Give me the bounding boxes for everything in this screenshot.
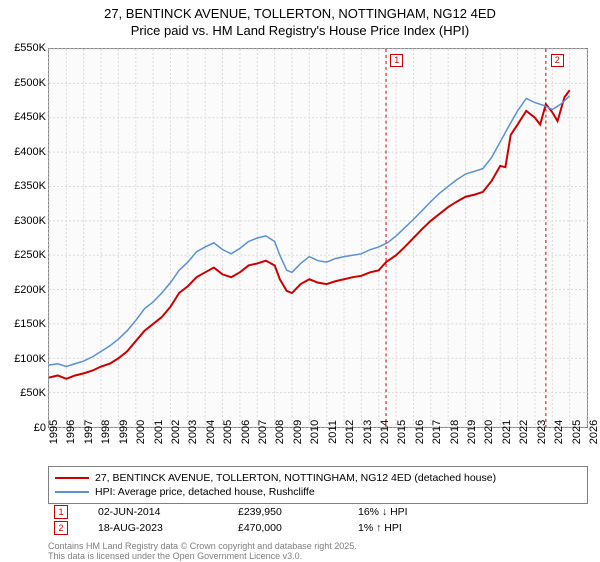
x-tick-label: 2003 <box>187 420 199 444</box>
y-tick-label: £350K <box>14 180 46 192</box>
x-tick-label: 2008 <box>274 420 286 444</box>
x-tick-label: 2020 <box>483 420 495 444</box>
x-tick-label: 2001 <box>153 420 165 444</box>
x-tick-label: 2017 <box>431 420 443 444</box>
x-tick-label: 2005 <box>222 420 234 444</box>
y-tick-label: £250K <box>14 249 46 261</box>
chart-svg <box>49 49 587 427</box>
footer-text: Contains HM Land Registry data © Crown c… <box>48 542 357 562</box>
x-tick-label: 2002 <box>170 420 182 444</box>
x-tick-label: 2015 <box>396 420 408 444</box>
x-tick-label: 2013 <box>362 420 374 444</box>
y-tick-label: £300K <box>14 215 46 227</box>
chart-marker: 1 <box>390 54 403 67</box>
x-tick-label: 2006 <box>240 420 252 444</box>
chart-title: 27, BENTINCK AVENUE, TOLLERTON, NOTTINGH… <box>0 0 600 40</box>
title-line-2: Price paid vs. HM Land Registry's House … <box>0 23 600 40</box>
x-tick-label: 1999 <box>118 420 130 444</box>
chart-marker: 2 <box>551 54 564 67</box>
x-tick-label: 2014 <box>379 420 391 444</box>
y-tick-label: £0 <box>34 422 46 434</box>
legend-swatch <box>55 491 89 493</box>
x-tick-label: 2021 <box>501 420 513 444</box>
y-tick-label: £500K <box>14 77 46 89</box>
marker-price: £239,950 <box>238 506 328 518</box>
legend: 27, BENTINCK AVENUE, TOLLERTON, NOTTINGH… <box>48 466 588 504</box>
legend-row: HPI: Average price, detached house, Rush… <box>55 485 581 499</box>
x-tick-label: 1997 <box>83 420 95 444</box>
x-tick-label: 2009 <box>292 420 304 444</box>
x-tick-label: 2012 <box>344 420 356 444</box>
x-tick-label: 2011 <box>327 420 339 444</box>
x-tick-label: 2023 <box>536 420 548 444</box>
x-tick-label: 2025 <box>571 420 583 444</box>
legend-label: HPI: Average price, detached house, Rush… <box>95 486 315 498</box>
marker-delta: 1% ↑ HPI <box>358 522 402 534</box>
x-tick-label: 2004 <box>205 420 217 444</box>
marker-date: 18-AUG-2023 <box>98 522 208 534</box>
y-tick-label: £50K <box>20 387 46 399</box>
x-tick-label: 2022 <box>518 420 530 444</box>
legend-label: 27, BENTINCK AVENUE, TOLLERTON, NOTTINGH… <box>95 472 496 484</box>
x-tick-label: 2010 <box>309 420 321 444</box>
legend-row: 27, BENTINCK AVENUE, TOLLERTON, NOTTINGH… <box>55 471 581 485</box>
x-tick-label: 2016 <box>414 420 426 444</box>
marker-table: 1 02-JUN-2014 £239,950 16% ↓ HPI 2 18-AUG-202… <box>48 504 588 536</box>
x-tick-label: 2026 <box>588 420 600 444</box>
title-line-1: 27, BENTINCK AVENUE, TOLLERTON, NOTTINGH… <box>0 6 600 23</box>
x-tick-label: 1996 <box>65 420 77 444</box>
marker-row: 2 18-AUG-2023 £470,000 1% ↑ HPI <box>48 520 588 536</box>
chart-container: 27, BENTINCK AVENUE, TOLLERTON, NOTTINGH… <box>0 0 600 560</box>
y-tick-label: £100K <box>14 353 46 365</box>
x-tick-label: 2019 <box>466 420 478 444</box>
marker-cell: 2 <box>54 521 68 535</box>
y-tick-label: £450K <box>14 111 46 123</box>
marker-date: 02-JUN-2014 <box>98 506 208 518</box>
x-tick-label: 2018 <box>449 420 461 444</box>
footer-line-2: This data is licensed under the Open Gov… <box>48 552 357 562</box>
x-tick-label: 1995 <box>48 420 60 444</box>
marker-row: 1 02-JUN-2014 £239,950 16% ↓ HPI <box>48 504 588 520</box>
y-tick-label: £150K <box>14 318 46 330</box>
y-tick-label: £550K <box>14 42 46 54</box>
marker-cell: 1 <box>54 505 68 519</box>
legend-swatch <box>55 477 89 479</box>
marker-price: £470,000 <box>238 522 328 534</box>
x-tick-label: 1998 <box>100 420 112 444</box>
y-tick-label: £400K <box>14 146 46 158</box>
x-tick-label: 2007 <box>257 420 269 444</box>
marker-delta: 16% ↓ HPI <box>358 506 408 518</box>
x-tick-label: 2024 <box>553 420 565 444</box>
x-tick-label: 2000 <box>135 420 147 444</box>
y-tick-label: £200K <box>14 284 46 296</box>
plot-area <box>48 48 588 428</box>
